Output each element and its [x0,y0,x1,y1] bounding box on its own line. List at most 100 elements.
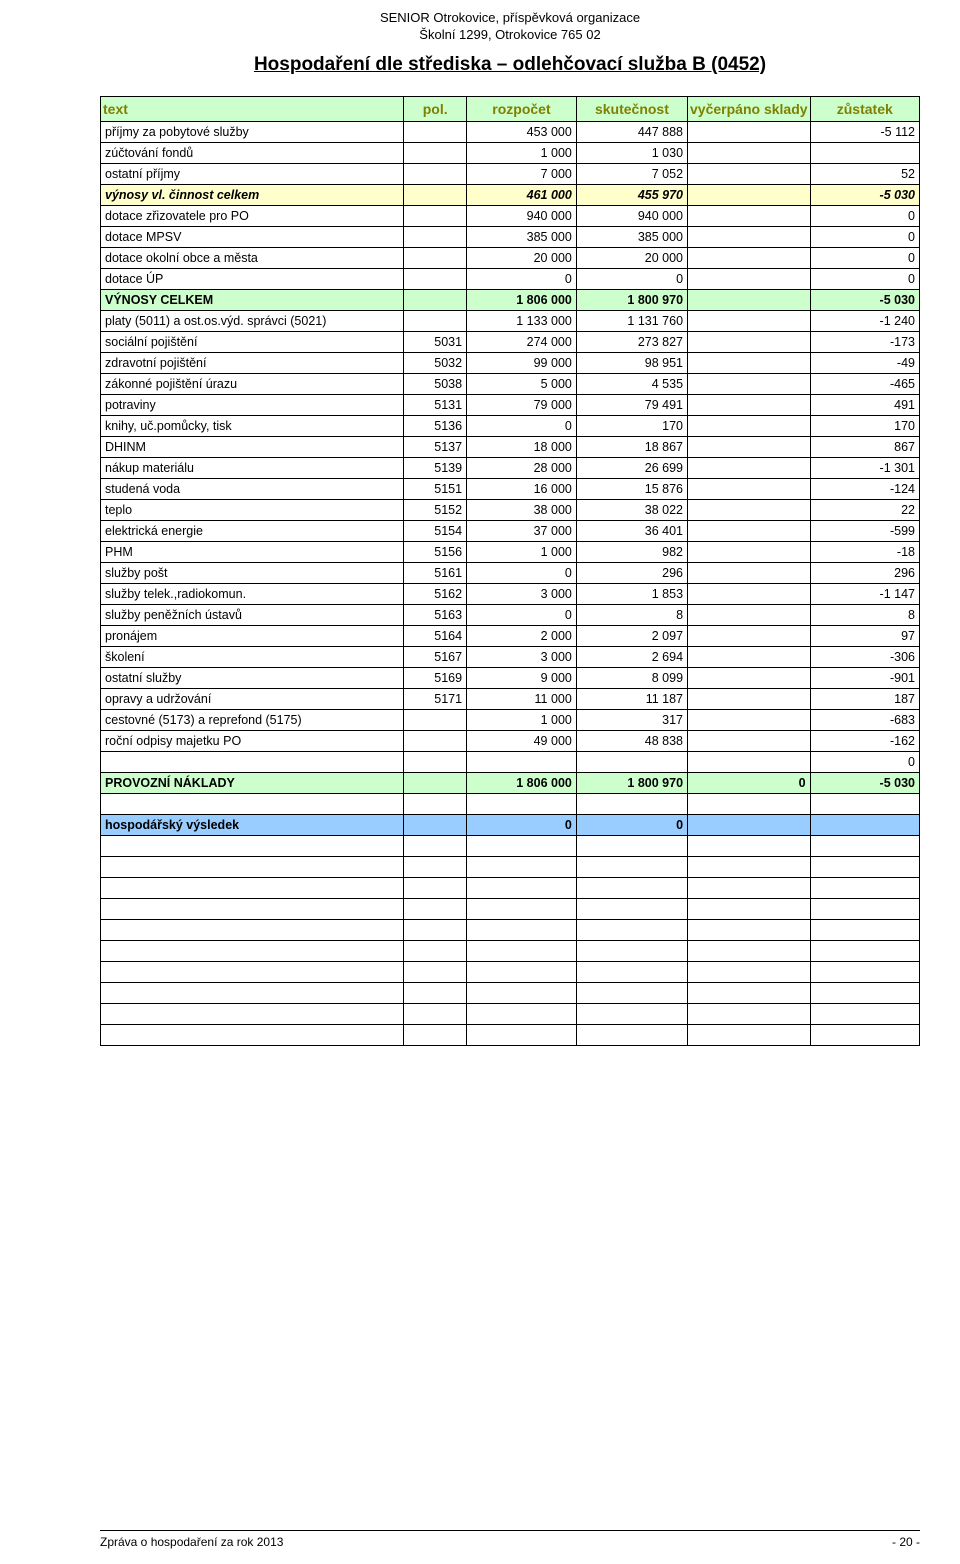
cell-pol [404,289,467,310]
cell-text: potraviny [101,394,404,415]
cell-skutecnost: 2 097 [576,625,687,646]
cell-vycerpano [688,268,811,289]
cell-text: VÝNOSY CELKEM [101,289,404,310]
cell-zustatek [810,1024,919,1045]
table-row: služby peněžních ústavů5163088 [101,604,920,625]
cell-vycerpano [688,1003,811,1024]
table-row [101,982,920,1003]
table-row: PROVOZNÍ NÁKLADY1 806 0001 800 9700-5 03… [101,772,920,793]
col-rozpocet: rozpočet [467,96,577,121]
cell-pol: 5161 [404,562,467,583]
cell-pol: 5151 [404,478,467,499]
cell-skutecnost [576,940,687,961]
cell-pol: 5167 [404,646,467,667]
cell-pol [404,898,467,919]
table-row: pronájem51642 0002 09797 [101,625,920,646]
cell-rozpocet: 1 000 [467,541,577,562]
cell-text: výnosy vl. činnost celkem [101,184,404,205]
cell-skutecnost: 26 699 [576,457,687,478]
cell-skutecnost [576,793,687,814]
cell-zustatek: -5 030 [810,772,919,793]
cell-rozpocet: 0 [467,604,577,625]
cell-skutecnost: 7 052 [576,163,687,184]
cell-text: PROVOZNÍ NÁKLADY [101,772,404,793]
cell-skutecnost: 98 951 [576,352,687,373]
table-row: zákonné pojištění úrazu50385 0004 535-46… [101,373,920,394]
cell-pol [404,121,467,142]
cell-rozpocet [467,835,577,856]
table-row: roční odpisy majetku PO49 00048 838-162 [101,730,920,751]
cell-vycerpano [688,709,811,730]
table-row: cestovné (5173) a reprefond (5175)1 0003… [101,709,920,730]
cell-text: ostatní služby [101,667,404,688]
table-row: DHINM513718 00018 867867 [101,436,920,457]
cell-zustatek: 0 [810,751,919,772]
cell-text [101,961,404,982]
cell-rozpocet [467,940,577,961]
cell-zustatek [810,898,919,919]
cell-skutecnost: 36 401 [576,520,687,541]
cell-skutecnost: 4 535 [576,373,687,394]
cell-skutecnost: 170 [576,415,687,436]
cell-rozpocet: 274 000 [467,331,577,352]
page-footer: Zpráva o hospodaření za rok 2013 - 20 - [100,1530,920,1549]
cell-pol: 5164 [404,625,467,646]
table-row: zúčtování fondů1 0001 030 [101,142,920,163]
cell-zustatek: -5 030 [810,289,919,310]
cell-vycerpano [688,352,811,373]
cell-vycerpano [688,289,811,310]
cell-text: hospodářský výsledek [101,814,404,835]
cell-zustatek [810,814,919,835]
cell-vycerpano [688,163,811,184]
cell-zustatek: 8 [810,604,919,625]
cell-pol: 5038 [404,373,467,394]
cell-pol [404,1024,467,1045]
cell-text: zdravotní pojištění [101,352,404,373]
cell-rozpocet: 5 000 [467,373,577,394]
cell-pol [404,961,467,982]
cell-text: školení [101,646,404,667]
cell-text: zákonné pojištění úrazu [101,373,404,394]
col-skutecnost: skutečnost [576,96,687,121]
cell-rozpocet [467,982,577,1003]
cell-pol: 5156 [404,541,467,562]
cell-text: ostatní příjmy [101,163,404,184]
table-header-row: text pol. rozpočet skutečnost vyčerpáno … [101,96,920,121]
table-row: studená voda515116 00015 876-124 [101,478,920,499]
cell-text: platy (5011) a ost.os.výd. správci (5021… [101,310,404,331]
cell-zustatek: -5 112 [810,121,919,142]
cell-zustatek [810,793,919,814]
table-row: dotace okolní obce a města20 00020 0000 [101,247,920,268]
cell-skutecnost: 1 030 [576,142,687,163]
cell-skutecnost [576,919,687,940]
cell-zustatek: -1 240 [810,310,919,331]
cell-text [101,940,404,961]
cell-skutecnost: 317 [576,709,687,730]
cell-pol: 5169 [404,667,467,688]
cell-zustatek [810,1003,919,1024]
cell-zustatek: 867 [810,436,919,457]
table-row [101,940,920,961]
table-row [101,1003,920,1024]
cell-text: dotace MPSV [101,226,404,247]
cell-rozpocet: 7 000 [467,163,577,184]
table-row: dotace ÚP000 [101,268,920,289]
cell-vycerpano [688,730,811,751]
cell-zustatek: -1 147 [810,583,919,604]
table-row: dotace MPSV385 000385 0000 [101,226,920,247]
table-row [101,835,920,856]
cell-zustatek: 170 [810,415,919,436]
cell-rozpocet [467,898,577,919]
cell-rozpocet: 16 000 [467,478,577,499]
cell-pol [404,877,467,898]
cell-skutecnost: 982 [576,541,687,562]
footer-left: Zpráva o hospodaření za rok 2013 [100,1535,283,1549]
table-row: hospodářský výsledek00 [101,814,920,835]
cell-skutecnost: 38 022 [576,499,687,520]
cell-vycerpano [688,142,811,163]
cell-pol [404,1003,467,1024]
table-row [101,877,920,898]
cell-zustatek: 187 [810,688,919,709]
cell-pol [404,982,467,1003]
table-row: nákup materiálu513928 00026 699-1 301 [101,457,920,478]
